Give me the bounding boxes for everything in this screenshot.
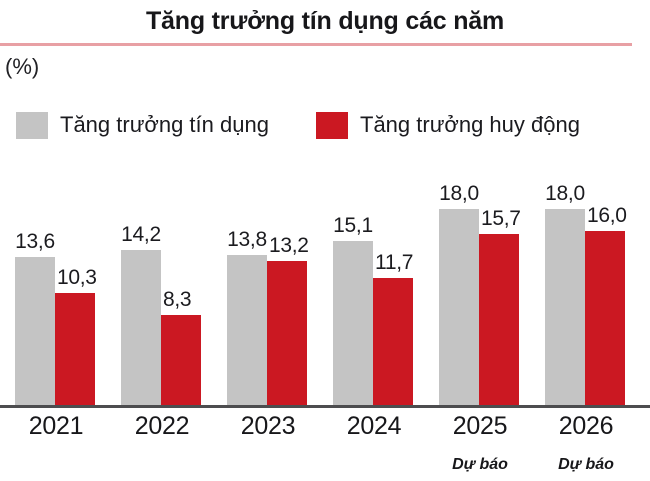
bar-label-credit: 13,6: [15, 230, 55, 253]
legend-label-deposit: Tăng trưởng huy động: [360, 112, 580, 137]
legend-swatch-deposit-icon: [316, 111, 348, 139]
bar-deposit[interactable]: [161, 315, 201, 405]
bar-group: 13,8 13,2: [227, 161, 309, 405]
plot-area: 13,6 10,3 14,2 8,3 13,8 13,2 15,1 11,7 1…: [0, 160, 650, 408]
bar-credit[interactable]: [15, 257, 55, 405]
category-note: Dự báo: [452, 456, 508, 473]
bar-deposit[interactable]: [479, 234, 519, 405]
bar-deposit[interactable]: [267, 261, 307, 405]
category-tick: 2021: [1, 410, 111, 454]
bar-label-deposit: 11,7: [375, 251, 414, 274]
bar-label-deposit: 13,2: [269, 234, 309, 257]
bar-group: 14,2 8,3: [121, 161, 203, 405]
bar-deposit[interactable]: [373, 278, 413, 405]
bar-deposit[interactable]: [55, 293, 95, 405]
bar-label-credit: 18,0: [545, 182, 585, 205]
bar-credit[interactable]: [227, 255, 267, 405]
bar-label-credit: 14,2: [121, 223, 161, 246]
bar-deposit[interactable]: [585, 231, 625, 405]
category-label: 2026: [558, 412, 614, 440]
category-label: 2023: [240, 412, 296, 440]
category-label: 2024: [346, 412, 402, 440]
legend-swatch-credit-icon: [16, 111, 48, 139]
bar-group: 13,6 10,3: [15, 161, 97, 405]
category-axis: 2021 2022 2023 2024 2025 Dự báo 2026 Dự …: [0, 410, 650, 481]
category-tick: 2025 Dự báo: [425, 410, 535, 476]
x-axis-line: [0, 405, 650, 408]
legend-item-credit[interactable]: Tăng trưởng tín dụng: [16, 108, 269, 142]
bar-group: 15,1 11,7: [333, 161, 415, 405]
bar-credit[interactable]: [439, 209, 479, 405]
y-axis-unit-label: (%): [5, 54, 40, 79]
page-title: Tăng trưởng tín dụng các năm: [145, 7, 505, 35]
category-tick: 2026 Dự báo: [531, 410, 641, 476]
category-tick: 2024: [319, 410, 429, 454]
bar-credit[interactable]: [333, 241, 373, 405]
chart-legend: Tăng trưởng tín dụng Tăng trưởng huy độn…: [16, 108, 636, 146]
legend-label-credit: Tăng trưởng tín dụng: [60, 112, 269, 137]
bar-label-credit: 15,1: [333, 214, 373, 237]
bar-group: 18,0 15,7: [439, 161, 521, 405]
title-divider: [0, 43, 632, 46]
category-tick: 2023: [213, 410, 323, 454]
bar-label-credit: 18,0: [439, 182, 479, 205]
bar-label-deposit: 10,3: [57, 266, 97, 289]
category-tick: 2022: [107, 410, 217, 454]
bar-label-deposit: 16,0: [587, 204, 627, 227]
category-note: Dự báo: [558, 456, 614, 473]
bar-credit[interactable]: [121, 250, 161, 405]
category-label: 2021: [28, 412, 84, 440]
bar-label-deposit: 8,3: [163, 288, 192, 311]
bar-label-credit: 13,8: [227, 228, 267, 251]
category-label: 2022: [134, 412, 190, 440]
bar-label-deposit: 15,7: [481, 207, 521, 230]
category-label: 2025: [452, 412, 508, 440]
bar-credit[interactable]: [545, 209, 585, 405]
bar-group: 18,0 16,0: [545, 161, 627, 405]
legend-item-deposit[interactable]: Tăng trưởng huy động: [316, 108, 580, 142]
